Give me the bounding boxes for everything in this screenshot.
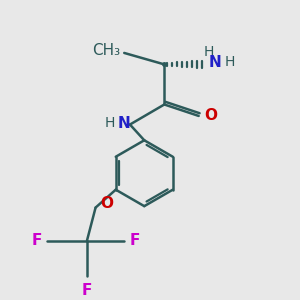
Text: N: N: [209, 55, 221, 70]
Text: H: H: [225, 55, 236, 69]
Text: F: F: [129, 233, 140, 248]
Text: H: H: [105, 116, 115, 130]
Text: N: N: [118, 116, 130, 130]
Text: CH₃: CH₃: [92, 43, 120, 58]
Text: O: O: [204, 108, 217, 123]
Text: F: F: [82, 283, 92, 298]
Text: O: O: [101, 196, 114, 211]
Text: F: F: [32, 233, 42, 248]
Text: H: H: [203, 44, 214, 58]
